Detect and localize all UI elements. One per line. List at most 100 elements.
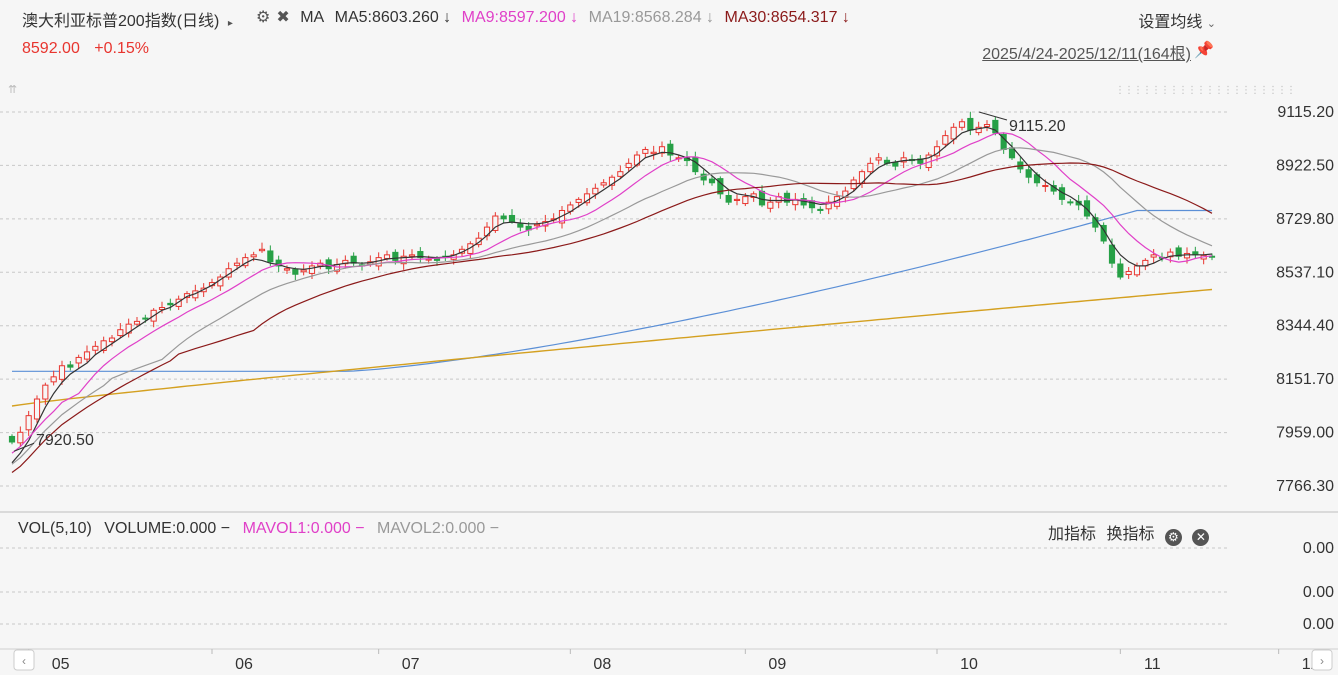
x-tick-label: 11	[1144, 656, 1161, 673]
x-tick-label: 07	[402, 656, 420, 673]
long-ma-lines	[11, 209, 1213, 407]
y-tick-label: 7959.00	[1276, 425, 1334, 442]
volume-tick-label: 0.00	[1303, 540, 1334, 557]
candle-body	[508, 214, 516, 223]
close-icon[interactable]: ✖	[276, 9, 290, 26]
volume-tick-label: 0.00	[1303, 616, 1334, 633]
candles	[8, 111, 1216, 447]
price-row: 8592.00 +0.15%	[22, 40, 149, 58]
candle-body	[992, 119, 999, 134]
candle-body	[475, 237, 482, 246]
ma-long-a-line	[12, 209, 1212, 372]
candle-body	[1183, 252, 1191, 259]
scroll-right-button[interactable]	[1311, 649, 1333, 671]
scroll-left-button[interactable]	[13, 649, 35, 671]
x-tick-label: 10	[960, 656, 978, 673]
ma5-line	[11, 126, 1213, 464]
candle-body	[267, 250, 274, 263]
candle-body	[1125, 270, 1132, 276]
set-ma-button[interactable]: 设置均线 ⌄	[1138, 8, 1216, 32]
y-tick-label: 8922.50	[1276, 157, 1334, 174]
candle-body	[108, 337, 116, 343]
index-title[interactable]: 澳大利亚标普200指数(日线) ▸	[22, 7, 233, 31]
volume-legend: VOL(5,10) VOLUME:0.000 − MAVOL1:0.000 − …	[18, 520, 500, 537]
candle-body	[783, 192, 791, 203]
y-tick-label: 7766.30	[1276, 478, 1334, 495]
y-tick-label: 8537.10	[1276, 264, 1334, 281]
candle-body	[1175, 247, 1182, 257]
index-name: 澳大利亚标普200指数(日线)	[22, 13, 220, 30]
candle-body	[67, 364, 74, 368]
candle-body	[692, 156, 699, 173]
x-tick-label: 09	[768, 656, 786, 673]
candle-body	[667, 143, 674, 156]
candle-body	[767, 201, 774, 209]
high-pointer	[978, 111, 1008, 121]
pin-icon[interactable]: 📌	[1194, 42, 1214, 59]
candle-body	[117, 329, 124, 337]
candle-body	[700, 173, 707, 181]
y-tick-label: 8729.80	[1276, 211, 1334, 228]
time-axis: 05 06 07 08 09 10 11 12	[28, 649, 1320, 673]
low-pointer	[13, 442, 35, 452]
drag-handle-icon[interactable]: ⋮⋮⋮⋮⋮⋮⋮⋮⋮⋮⋮⋮⋮⋮⋮⋮⋮⋮⋮⋮	[1115, 85, 1296, 96]
volume-tick-label: 0.00	[1303, 584, 1334, 601]
candle-body	[83, 351, 91, 360]
add-indicator-button[interactable]: 加指标	[1048, 526, 1097, 543]
chevron-left-icon: ‹	[22, 654, 26, 668]
candle-body	[42, 384, 49, 400]
candle-body	[825, 201, 832, 210]
candle-body	[58, 365, 66, 380]
chart-header: 澳大利亚标普200指数(日线) ▸ ⚙ ✖ MA MA5:8603.260 ↓ M…	[0, 0, 1338, 70]
candle-body	[25, 415, 32, 431]
ma19-line	[11, 147, 1213, 465]
ma19-value: MA19:8568.284 ↓	[588, 9, 715, 26]
candle-body	[583, 193, 591, 204]
candle-body	[417, 251, 424, 259]
candle-body	[658, 146, 666, 154]
candle-body	[1108, 244, 1116, 264]
candle-body	[300, 269, 307, 273]
candle-body	[258, 248, 266, 252]
candle-body	[325, 259, 332, 270]
candle-body	[142, 317, 149, 320]
candle-body	[233, 262, 241, 266]
gear-icon[interactable]: ⚙	[256, 9, 271, 26]
candle-body	[492, 215, 499, 231]
ma9-line	[11, 132, 1213, 454]
collapse-handle-icon[interactable]: ⇈	[8, 84, 17, 96]
ma9-value: MA9:8597.200 ↓	[461, 9, 579, 26]
ma5-value: MA5:8603.260 ↓	[334, 9, 452, 26]
candle-body	[967, 117, 974, 131]
y-tick-label: 8151.70	[1276, 371, 1334, 388]
candle-body	[17, 431, 24, 444]
candle-body	[1075, 200, 1082, 206]
candle-body	[408, 254, 416, 257]
candle-body	[708, 178, 716, 184]
candle-body	[383, 254, 391, 259]
close-icon[interactable]: ✕	[1192, 529, 1210, 546]
dropdown-triangle-icon[interactable]: ▸	[227, 18, 233, 29]
candle-body	[1150, 254, 1157, 258]
candle-body	[892, 162, 899, 167]
switch-indicator-button[interactable]: 换指标	[1106, 526, 1155, 543]
price-grid	[0, 111, 1230, 487]
candle-body	[717, 178, 724, 195]
candle-body	[850, 179, 857, 190]
candle-body	[92, 345, 99, 351]
volume-value: VOLUME:0.000	[104, 520, 217, 537]
low-label: 7920.50	[36, 432, 94, 449]
high-label: 9115.20	[1009, 118, 1066, 135]
candle-body	[975, 126, 982, 134]
ma-label: MA	[300, 9, 325, 26]
gear-icon[interactable]: ⚙	[1164, 529, 1182, 546]
candle-body	[8, 435, 16, 443]
x-tick-label: 06	[235, 656, 253, 673]
ma30-value: MA30:8654.317 ↓	[724, 9, 850, 26]
candle-body	[592, 187, 599, 195]
candle-body	[733, 198, 741, 202]
date-range[interactable]: 2025/4/24-2025/12/11(164根)	[982, 46, 1191, 63]
price-axis: 9115.20 8922.50 8729.80 8537.10 8344.40 8151.…	[1276, 104, 1334, 495]
candle-body	[742, 196, 749, 205]
